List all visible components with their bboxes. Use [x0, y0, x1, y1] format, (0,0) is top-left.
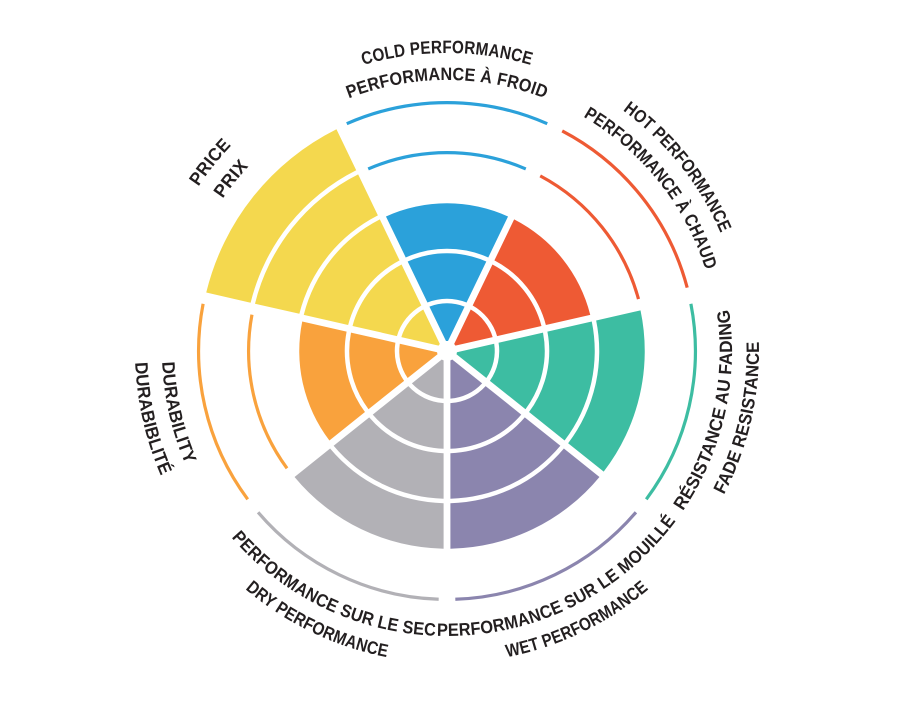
wedge-fade-level-1-fill — [456, 343, 495, 379]
wedge-dry-level-2-fill — [372, 386, 444, 449]
wedge-dry-level-4-fill — [294, 448, 444, 549]
wedge-durability-level-2-fill — [349, 332, 405, 410]
wedge-hot-level-5-outline-arc — [561, 129, 689, 289]
wedge-cold-level-1-fill — [429, 303, 465, 342]
wedge-hot-level-1-fill — [454, 309, 493, 346]
wedge-wet-level-5-outline-arc — [455, 511, 638, 601]
wedge-price-level-2-fill — [352, 264, 422, 337]
wedge-durability-level-3-fill — [299, 321, 365, 441]
wedge-price-level-1-fill — [401, 309, 440, 346]
wedge-fade-level-5-outline-arc — [644, 303, 697, 501]
wedge-cold-level-3-fill — [385, 203, 509, 258]
wedge-fade-level-4-fill — [568, 310, 645, 472]
wedge-hot-level-3-fill — [494, 219, 591, 325]
wedge-cold-level-4-outline-arc — [367, 151, 527, 171]
wedge-durability-level-5-outline-arc — [197, 303, 250, 501]
wedge-fade-level-2-fill — [489, 332, 545, 410]
wedge-hot-level-4-outline-arc — [539, 174, 641, 300]
wedge-dry-level-3-fill — [333, 417, 444, 499]
wedge-durability-level-1-fill — [399, 343, 438, 379]
wedge-dry-level-5-outline-arc — [256, 511, 439, 601]
wedge-fade-level-3-fill — [529, 321, 595, 441]
wedge-cold-level-2-fill — [407, 253, 487, 303]
wedge-price-level-3-fill — [303, 219, 400, 325]
wedge-wet-level-2-fill — [450, 386, 522, 449]
wedge-cold-level-5-outline-arc — [346, 101, 548, 126]
label-cold-inner: PERFORMANCE À FROID — [343, 64, 550, 102]
wedge-durability-level-4-outline-arc — [247, 314, 289, 470]
wedge-dry-level-1-fill — [411, 359, 444, 399]
wedge-wet-level-1-fill — [450, 359, 483, 399]
wedge-wet-level-3-fill — [450, 417, 561, 499]
wedge-price-level-5-fill — [206, 129, 357, 303]
wedge-wet-level-4-fill — [450, 448, 600, 549]
wedge-hot-level-2-fill — [472, 264, 542, 337]
wedge-price-level-4-fill — [254, 174, 378, 314]
